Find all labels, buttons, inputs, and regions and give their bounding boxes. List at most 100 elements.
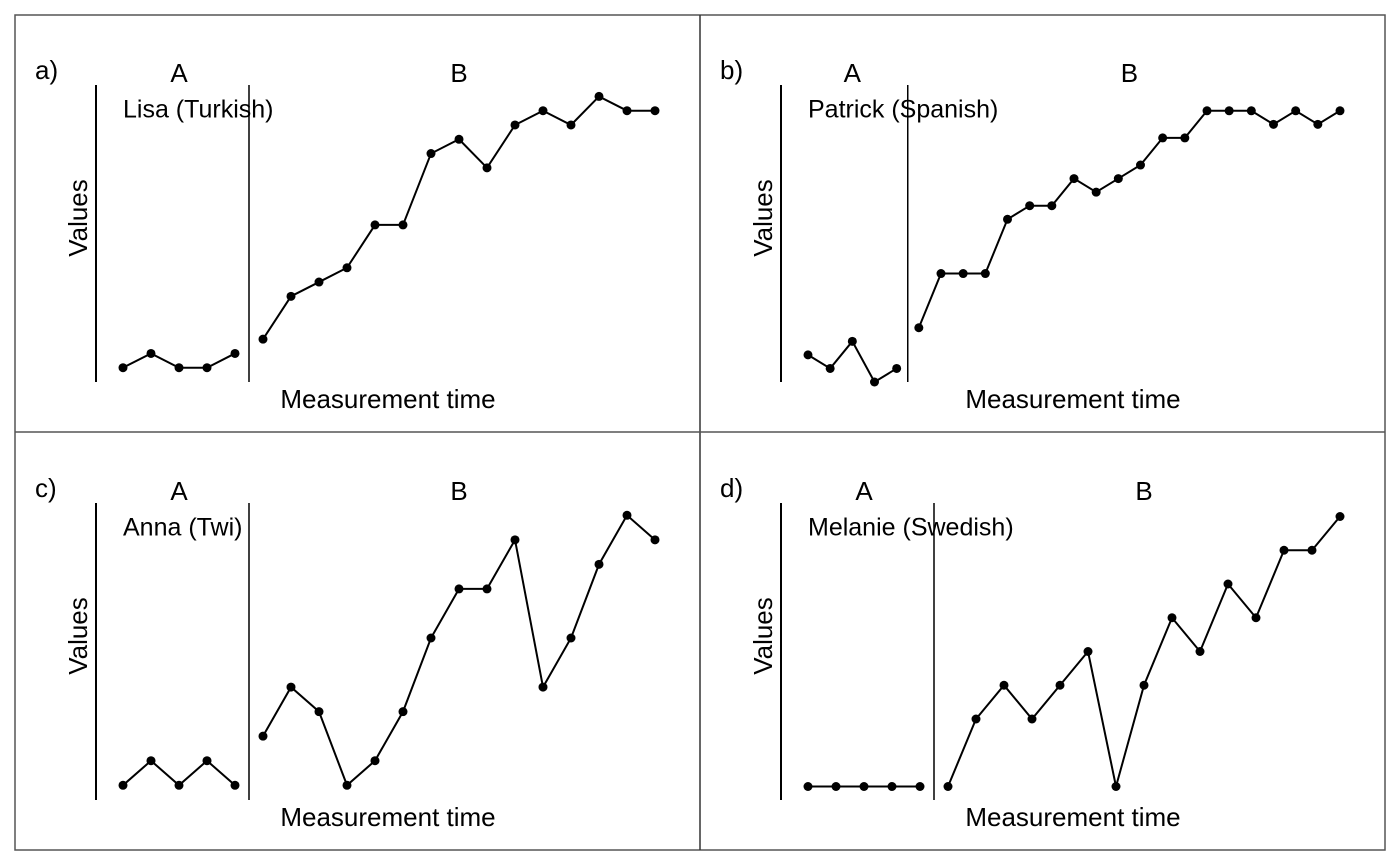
data-point (1269, 119, 1278, 129)
data-point (1246, 106, 1256, 116)
data-point (566, 633, 576, 643)
data-point (1279, 545, 1289, 555)
data-point (314, 277, 324, 287)
data-point (538, 106, 548, 116)
data-point (1136, 160, 1145, 170)
data-point (1139, 680, 1149, 690)
data-point (1069, 174, 1079, 184)
data-point (342, 263, 352, 273)
data-point (370, 220, 380, 230)
data-point (887, 782, 897, 791)
phase-label: B (1135, 476, 1152, 506)
data-point (936, 269, 946, 279)
data-point (1091, 187, 1101, 197)
phase-label: B (450, 476, 467, 506)
data-point (1251, 613, 1261, 623)
data-point (510, 535, 520, 545)
data-point (286, 682, 296, 692)
data-point (146, 756, 156, 766)
data-point (258, 334, 268, 344)
data-line (917, 109, 1341, 329)
y-axis-label: Values (748, 597, 778, 675)
panel-subtitle: Anna (Twi) (123, 514, 242, 542)
y-axis-label: Values (63, 597, 93, 675)
data-point (1055, 680, 1065, 690)
data-point (622, 510, 632, 520)
data-point (1307, 545, 1317, 555)
phase-label: B (1121, 58, 1138, 88)
data-point (1313, 119, 1323, 129)
data-point (971, 714, 981, 724)
data-point (370, 756, 380, 766)
data-line (947, 515, 1341, 787)
data-point (825, 363, 835, 373)
y-axis-label: Values (748, 179, 778, 257)
data-point (594, 559, 604, 569)
data-point (803, 350, 813, 360)
data-point (1158, 133, 1168, 143)
phase-label: A (855, 476, 873, 506)
data-point (803, 782, 813, 791)
panel-label: c) (35, 473, 57, 503)
data-point (1202, 106, 1212, 116)
phase-label: A (170, 58, 188, 88)
panel-label: b) (720, 55, 743, 85)
data-point (118, 363, 128, 373)
data-point (1291, 106, 1301, 116)
data-point (958, 269, 968, 279)
data-point (566, 120, 576, 130)
data-point (594, 91, 604, 101)
x-axis-label: Measurement time (965, 802, 1180, 832)
data-point (230, 780, 240, 790)
data-point (914, 323, 924, 333)
data-point (342, 780, 352, 790)
data-point (999, 680, 1009, 690)
data-point (831, 782, 841, 791)
data-point (1027, 714, 1037, 724)
data-point (538, 682, 548, 692)
data-point (398, 220, 408, 230)
data-point (1180, 133, 1190, 143)
data-point (915, 782, 925, 791)
data-point (286, 291, 296, 301)
data-point (174, 780, 184, 790)
data-point (230, 348, 240, 358)
data-point (454, 584, 464, 594)
data-point (1111, 782, 1121, 791)
data-point (943, 782, 953, 791)
y-axis-label: Values (63, 179, 93, 257)
data-point (426, 633, 436, 643)
data-point (1224, 106, 1234, 116)
data-point (1003, 214, 1012, 224)
panel-label: a) (35, 55, 58, 85)
phase-label: B (450, 58, 467, 88)
data-point (174, 363, 184, 373)
panel-subtitle: Patrick (Spanish) (808, 96, 998, 124)
data-point (258, 731, 268, 741)
panel-label: d) (720, 473, 743, 503)
phase-label: A (170, 476, 188, 506)
data-point (314, 707, 324, 717)
panel-subtitle: Melanie (Swedish) (808, 514, 1014, 542)
data-point (650, 535, 660, 545)
data-point (202, 363, 212, 373)
data-point (622, 106, 632, 116)
data-point (454, 134, 464, 144)
x-axis-label: Measurement time (280, 384, 495, 414)
data-point (1083, 647, 1093, 656)
data-point (980, 269, 990, 279)
data-point (426, 149, 436, 159)
data-point (482, 163, 492, 173)
data-point (510, 120, 520, 130)
panel-subtitle: Lisa (Turkish) (123, 96, 274, 124)
data-point (1223, 579, 1233, 589)
data-point (650, 106, 660, 116)
x-axis-label: Measurement time (280, 802, 495, 832)
phase-label: A (844, 58, 862, 88)
data-point (847, 336, 857, 346)
data-point (202, 756, 212, 766)
data-point (892, 363, 902, 373)
data-line (262, 513, 656, 787)
